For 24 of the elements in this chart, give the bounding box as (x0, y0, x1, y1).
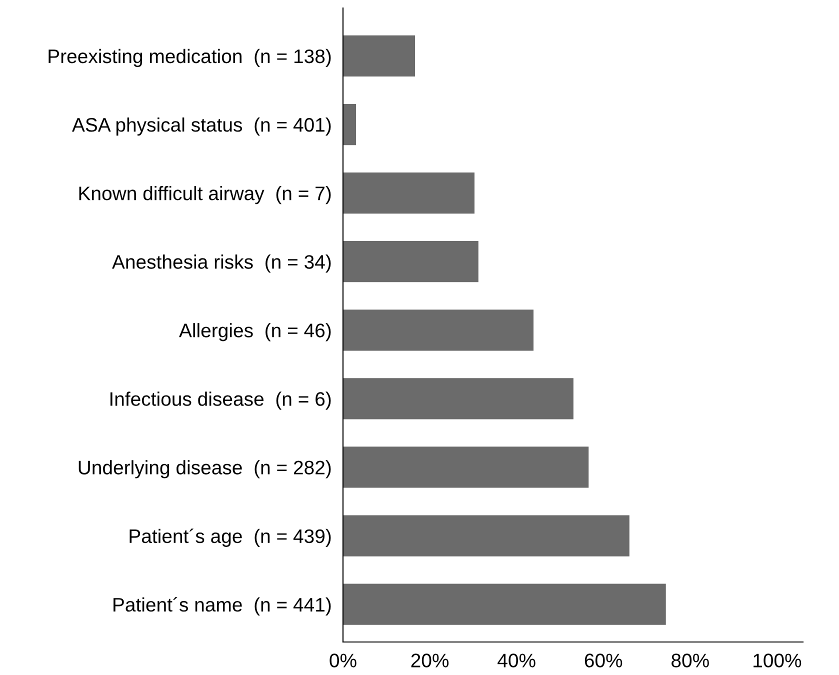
y-tick-label: Infectious disease (n = 6) (110, 392, 331, 410)
x-tick-label: 60% (584, 654, 622, 668)
y-tick-label: Patient´s name (n = 441) (114, 597, 331, 616)
bar (343, 35, 416, 77)
x-tick-label: 0% (330, 654, 356, 668)
bar (343, 104, 356, 146)
x-tick-label: 40% (498, 654, 536, 668)
bar (343, 584, 666, 625)
y-tick-label: Patient´s age (n = 439) (130, 528, 331, 547)
y-tick-label: Anesthesia risks (n = 34) (112, 254, 331, 273)
x-tick-label: 80% (672, 654, 709, 668)
y-tick-label: ASA physical status (n = 401) (72, 117, 331, 136)
bar (343, 515, 630, 556)
bar (343, 172, 474, 214)
x-tick-label: 20% (411, 654, 449, 668)
bar (343, 446, 589, 488)
y-tick-label: Allergies (n = 46) (179, 323, 331, 342)
bar (343, 378, 574, 420)
bar (343, 241, 478, 282)
y-tick-label: Preexisting medication (n = 138) (48, 48, 331, 68)
x-tick-label: 100% (754, 654, 802, 668)
y-tick-label: Underlying disease (n = 282) (78, 460, 331, 478)
bar (343, 310, 534, 351)
y-tick-label: Known difficult airway (n = 7) (79, 186, 331, 204)
